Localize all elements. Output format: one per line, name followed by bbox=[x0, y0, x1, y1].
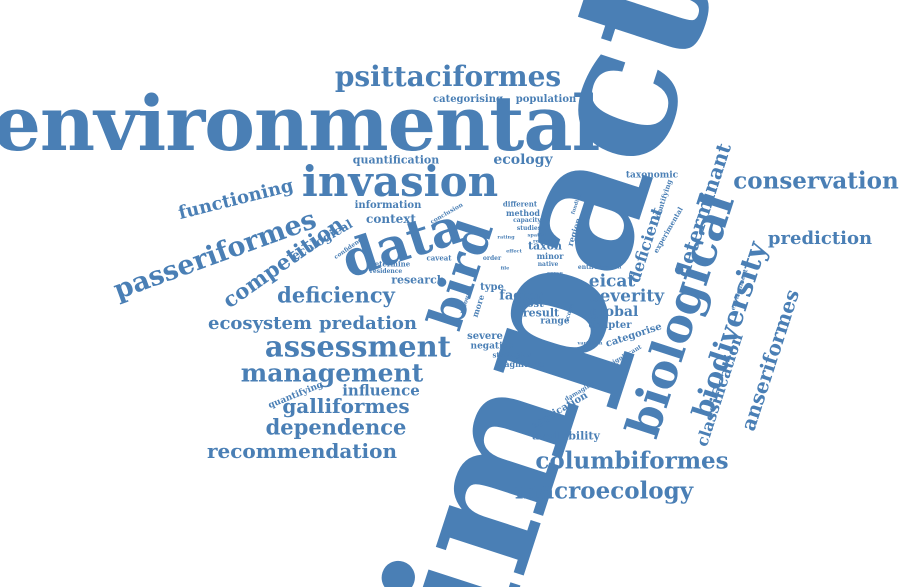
word-research: research bbox=[391, 273, 445, 287]
word-columbiformes: columbiformes bbox=[535, 447, 729, 475]
word-cause: cause bbox=[547, 270, 563, 277]
word-taxon: taxon bbox=[527, 239, 563, 253]
word-native: native bbox=[537, 261, 559, 268]
word-management: management bbox=[240, 358, 424, 388]
word-information: information bbox=[354, 200, 422, 211]
word-location: location bbox=[598, 264, 622, 271]
word-prediction: prediction bbox=[767, 228, 873, 249]
word-severity: severity bbox=[589, 286, 665, 307]
word-entire: entire bbox=[577, 264, 599, 271]
word-population: population bbox=[515, 94, 577, 105]
word-chapter: chapter bbox=[588, 320, 632, 331]
word-most: most bbox=[516, 299, 544, 310]
word-determine: determine bbox=[369, 259, 411, 269]
word-file: file bbox=[500, 265, 510, 272]
word-assessment: assessment bbox=[264, 329, 452, 364]
word-dependence: dependence bbox=[265, 414, 407, 440]
word-variation: variation bbox=[577, 340, 603, 347]
word-deficiency: deficiency bbox=[277, 282, 395, 308]
word-studies: studies bbox=[516, 225, 542, 232]
word-result: result bbox=[522, 306, 560, 320]
word-method: method bbox=[506, 208, 540, 218]
word-galliformes: galliformes bbox=[282, 394, 410, 418]
word-invasion: invasion bbox=[301, 157, 499, 206]
word-type: type bbox=[480, 282, 504, 293]
word-predation: predation bbox=[318, 313, 418, 334]
word-psittaciformes: psittaciformes bbox=[334, 60, 562, 93]
word-different: different bbox=[502, 199, 538, 209]
word-strategies: strategies bbox=[492, 350, 532, 360]
word-rating: rating bbox=[497, 234, 515, 241]
word-ecosystem: ecosystem bbox=[208, 313, 312, 334]
word-effect: effect bbox=[506, 248, 522, 255]
word-spatial: spatial bbox=[527, 232, 547, 239]
word-related: related bbox=[533, 238, 553, 245]
word-order: order bbox=[482, 255, 502, 262]
word-recommendation: recommendation bbox=[206, 439, 398, 463]
word-caveat: caveat bbox=[426, 253, 452, 263]
word-availability: availability bbox=[532, 429, 600, 443]
word-capacity: capacity bbox=[513, 217, 541, 224]
word-categorising: categorising bbox=[433, 94, 503, 105]
word-eicat: eicat bbox=[588, 271, 636, 292]
word-minor: minor bbox=[536, 251, 564, 261]
word-macroecology: macroecology bbox=[514, 477, 694, 505]
word-context: context bbox=[366, 212, 416, 226]
word-ecology: ecology bbox=[493, 152, 553, 168]
word-taxonomic: taxonomic bbox=[625, 170, 679, 181]
word-negative: negative bbox=[470, 341, 514, 352]
word-influence: influence bbox=[342, 381, 420, 400]
word-range: range bbox=[540, 316, 570, 327]
word-magnitude: magnitude bbox=[495, 359, 545, 369]
word-severe: severe bbox=[467, 331, 503, 342]
word-conservation: conservation bbox=[733, 167, 899, 195]
word-factor: factor bbox=[499, 288, 543, 304]
word-global: global bbox=[589, 304, 639, 320]
word-residence: residence bbox=[369, 268, 403, 275]
word-environmental: environmental bbox=[0, 79, 600, 168]
word-quantification: quantification bbox=[352, 153, 440, 167]
